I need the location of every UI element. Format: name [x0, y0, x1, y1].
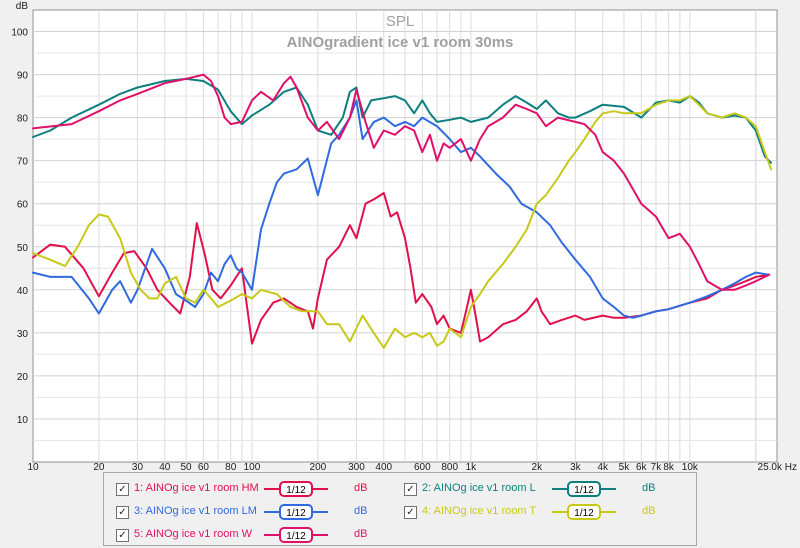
y-tick-label: 30: [17, 329, 29, 340]
legend-item[interactable]: ✓ 4: AINOg ice v1 room T 1/12 dB: [404, 503, 674, 523]
series-checkbox[interactable]: ✓: [404, 483, 417, 496]
svg-text:1/12: 1/12: [574, 508, 594, 519]
svg-text:1/12: 1/12: [286, 531, 306, 542]
legend-label: 4: AINOg ice v1 room T: [422, 505, 537, 517]
x-tick-label: 30: [132, 462, 144, 470]
legend-label: 3: AINOg ice v1 room LM: [134, 505, 257, 517]
x-tick-label: 8k: [663, 462, 675, 470]
x-tick-label: 20: [93, 462, 105, 470]
x-tick-label: 25,0k Hz: [758, 462, 797, 470]
y-tick-label: 40: [17, 286, 29, 297]
x-tick-label: 3k: [570, 462, 582, 470]
legend-unit: dB: [642, 482, 656, 494]
legend-unit: dB: [354, 505, 368, 517]
y-tick-label: 50: [17, 243, 29, 254]
x-tick-label: 800: [441, 462, 458, 470]
legend-unit: dB: [354, 482, 368, 494]
x-tick-label: 2k: [532, 462, 544, 470]
y-tick-label: 70: [17, 157, 29, 168]
legend-item[interactable]: ✓ 5: AINOg ice v1 room W 1/12 dB: [116, 526, 386, 546]
y-tick-label: 80: [17, 114, 29, 125]
series-checkbox[interactable]: ✓: [116, 529, 129, 542]
x-tick-label: 200: [310, 462, 327, 470]
x-tick-label: 600: [414, 462, 431, 470]
x-tick-label: 1k: [466, 462, 478, 470]
y-tick-label: 20: [17, 372, 29, 383]
legend-item[interactable]: ✓ 3: AINOg ice v1 room LM 1/12 dB: [116, 503, 386, 523]
x-tick-label: 4k: [597, 462, 609, 470]
y-axis-label: dB: [16, 1, 29, 12]
series-checkbox[interactable]: ✓: [404, 506, 417, 519]
series-line-5: [32, 73, 771, 291]
series-line-1: [32, 192, 771, 345]
smoothing-icon[interactable]: 1/12: [551, 503, 617, 521]
y-tick-label: 10: [17, 415, 29, 426]
legend-label: 2: AINOg ice v1 room L: [422, 482, 536, 494]
x-tick-label: 7k: [651, 462, 663, 470]
legend-item[interactable]: ✓ 2: AINOg ice v1 room L 1/12 dB: [404, 480, 674, 500]
x-tick-label: 60: [198, 462, 210, 470]
series-line-3: [32, 99, 771, 319]
x-tick-label: 100: [244, 462, 261, 470]
spl-chart: 10 20 30 40 50 60 70 80 90 100 dB 10 20 30 40 50 60 80 100…: [11, 1, 797, 470]
chart-subtitle: AINOgradient ice v1 room 30ms: [287, 34, 514, 51]
legend-unit: dB: [642, 505, 656, 517]
series-checkbox[interactable]: ✓: [116, 506, 129, 519]
smoothing-icon[interactable]: 1/12: [263, 526, 329, 544]
legend-label: 1: AINOg ice v1 room HM: [134, 482, 259, 494]
x-tick-label: 6k: [636, 462, 648, 470]
x-tick-label: 50: [180, 462, 192, 470]
chart-title: SPL: [386, 13, 414, 30]
legend-label: 5: AINOg ice v1 room W: [134, 528, 252, 540]
x-tick-label: 10k: [682, 462, 699, 470]
x-tick-label: 10: [27, 462, 39, 470]
legend: ✓ 1: AINOg ice v1 room HM 1/12 dB ✓ 2: AINOg …: [103, 472, 697, 546]
legend-unit: dB: [354, 528, 368, 540]
y-tick-label: 100: [11, 28, 28, 39]
svg-text:1/12: 1/12: [286, 508, 306, 519]
x-tick-label: 300: [348, 462, 365, 470]
x-tick-label: 400: [375, 462, 392, 470]
svg-text:1/12: 1/12: [286, 485, 306, 496]
legend-item[interactable]: ✓ 1: AINOg ice v1 room HM 1/12 dB: [116, 480, 386, 500]
y-tick-label: 60: [17, 200, 29, 211]
smoothing-icon[interactable]: 1/12: [263, 480, 329, 498]
series-line-4: [32, 95, 773, 349]
series-checkbox[interactable]: ✓: [116, 483, 129, 496]
y-tick-label: 90: [17, 71, 29, 82]
x-tick-label: 40: [159, 462, 171, 470]
svg-text:1/12: 1/12: [574, 485, 594, 496]
x-tick-label: 5k: [619, 462, 631, 470]
x-tick-label: 80: [225, 462, 237, 470]
smoothing-icon[interactable]: 1/12: [263, 503, 329, 521]
smoothing-icon[interactable]: 1/12: [551, 480, 617, 498]
